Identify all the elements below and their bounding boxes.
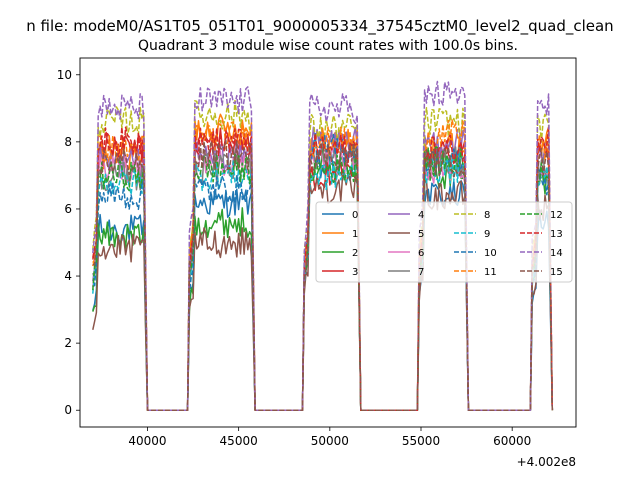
chart-suptitle: n file: modeM0/AS1T05_051T01_9000005334_… <box>26 17 613 36</box>
legend-label-9: 9 <box>484 229 490 240</box>
axes-frame <box>79 57 577 428</box>
legend-label-7: 7 <box>418 267 424 278</box>
legend-label-14: 14 <box>550 248 563 259</box>
legend-label-3: 3 <box>352 267 358 278</box>
chart-title: Quadrant 3 module wise count rates with … <box>138 38 518 54</box>
y-tick-label: 6 <box>64 202 72 216</box>
x-tick-label: 40000 <box>128 434 166 448</box>
x-tick-label: 60000 <box>493 434 531 448</box>
y-tick-label: 0 <box>64 403 72 417</box>
legend-label-8: 8 <box>484 210 490 221</box>
plot-lines <box>92 80 554 411</box>
x-offset-label: +4.002e8 <box>517 455 576 469</box>
x-tick-label: 45000 <box>220 434 258 448</box>
series-line-15 <box>92 139 554 411</box>
legend-label-12: 12 <box>550 210 563 221</box>
y-tick-label: 4 <box>64 269 72 283</box>
legend-label-6: 6 <box>418 248 424 259</box>
legend-box <box>315 201 573 283</box>
y-axis: 0 2 4 6 8 10 <box>57 68 80 417</box>
y-tick-label: 2 <box>64 336 72 350</box>
x-tick-label: 55000 <box>402 434 440 448</box>
legend-label-11: 11 <box>484 267 497 278</box>
legend-label-2: 2 <box>352 248 358 259</box>
x-axis: 40000 45000 50000 55000 60000 <box>128 427 531 448</box>
legend-label-10: 10 <box>484 248 497 259</box>
y-tick-label: 10 <box>57 68 72 82</box>
legend-label-15: 15 <box>550 267 563 278</box>
legend-label-0: 0 <box>352 210 358 221</box>
x-tick-label: 50000 <box>311 434 349 448</box>
legend-label-1: 1 <box>352 229 358 240</box>
legend-label-13: 13 <box>550 229 563 240</box>
legend-label-5: 5 <box>418 229 424 240</box>
y-tick-label: 8 <box>64 135 72 149</box>
legend-label-4: 4 <box>418 210 424 221</box>
